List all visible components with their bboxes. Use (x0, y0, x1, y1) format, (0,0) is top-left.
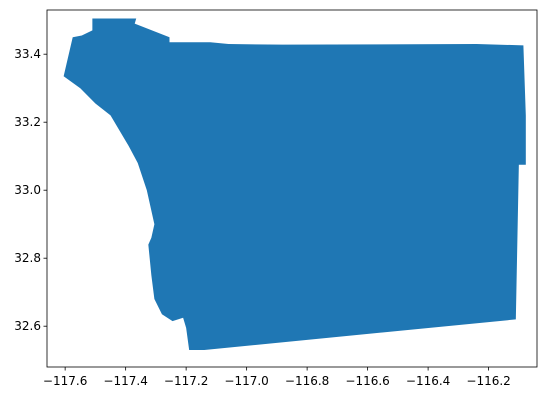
y-axis: 32.6 32.8 33.0 33.2 33.4 (14, 47, 47, 333)
y-tick-label: 33.0 (14, 183, 41, 197)
x-tick-label: −117.2 (164, 374, 208, 388)
x-axis: −117.6 −117.4 −117.2 −117.0 −116.8 −116.6 −116… (43, 367, 511, 388)
x-tick-label: −116.8 (285, 374, 329, 388)
x-tick-label: −116.4 (406, 374, 450, 388)
y-tick-label: 33.4 (14, 47, 41, 61)
y-tick-label: 32.6 (14, 319, 41, 333)
x-tick-label: −117.4 (103, 374, 147, 388)
region-polygon (63, 18, 526, 350)
x-tick-label: −116.2 (466, 374, 510, 388)
plot-frame (46, 9, 538, 368)
y-tick-label: 32.8 (14, 251, 41, 265)
x-tick-label: −116.6 (345, 374, 389, 388)
x-tick-label: −117.0 (224, 374, 268, 388)
y-tick-label: 33.2 (14, 115, 41, 129)
x-tick-label: −117.6 (43, 374, 87, 388)
